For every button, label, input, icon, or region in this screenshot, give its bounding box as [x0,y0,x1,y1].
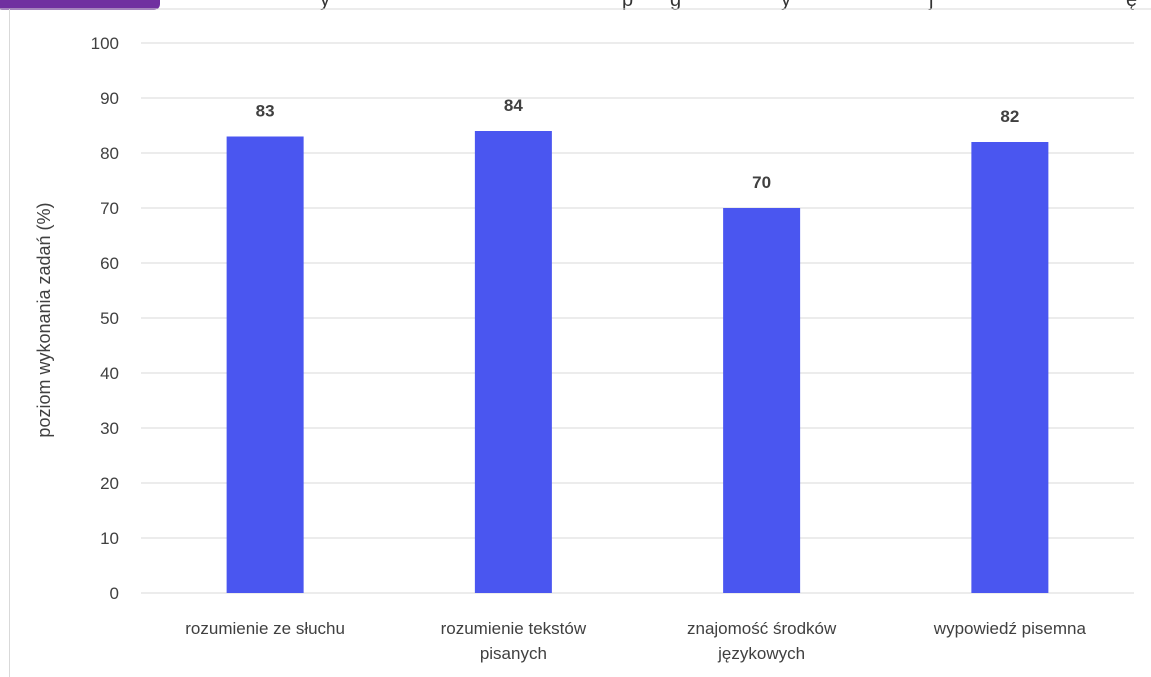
category-label: rozumienie tekstów [441,619,587,638]
data-labels: 83 84 70 82 [256,96,1020,192]
bar [474,131,552,593]
bar [971,142,1049,593]
data-label: 70 [752,173,771,192]
y-tick-label: 10 [100,529,119,548]
y-tick-label: 80 [100,144,119,163]
y-axis-title: poziom wykonania zadań (%) [34,202,54,437]
header-fragment: y [781,0,791,11]
category-label: językowych [717,644,805,663]
gridlines [141,42,1134,594]
bar [226,136,304,593]
y-tick-label: 20 [100,474,119,493]
category-label: znajomość środków [687,619,837,638]
x-axis-categories: rozumienie ze słuchu rozumienie tekstów pi… [185,619,1086,663]
category-label: wypowiedź pisemna [933,619,1087,638]
category-label: pisanych [480,644,547,663]
y-tick-label: 90 [100,89,119,108]
data-label: 83 [256,102,275,121]
data-label: 82 [1000,107,1019,126]
y-tick-label: 30 [100,419,119,438]
y-tick-label: 50 [100,309,119,328]
header-fragment: y [320,0,330,11]
data-label: 84 [504,96,523,115]
y-tick-label: 70 [100,199,119,218]
y-tick-label: 40 [100,364,119,383]
bar [723,208,801,593]
header-badge [0,0,160,10]
category-label: rozumienie ze słuchu [185,619,345,638]
header-fragment: p [622,0,633,11]
bars [226,131,1049,593]
y-tick-label: 0 [110,584,119,603]
header-fragment: ę [1126,0,1137,11]
y-tick-label: 100 [91,34,119,53]
y-tick-label: 60 [100,254,119,273]
y-axis-ticks: 0 10 20 30 40 50 60 70 80 90 100 [91,34,119,603]
header-fragment: j [928,0,933,11]
header-fragment: g [670,0,681,11]
